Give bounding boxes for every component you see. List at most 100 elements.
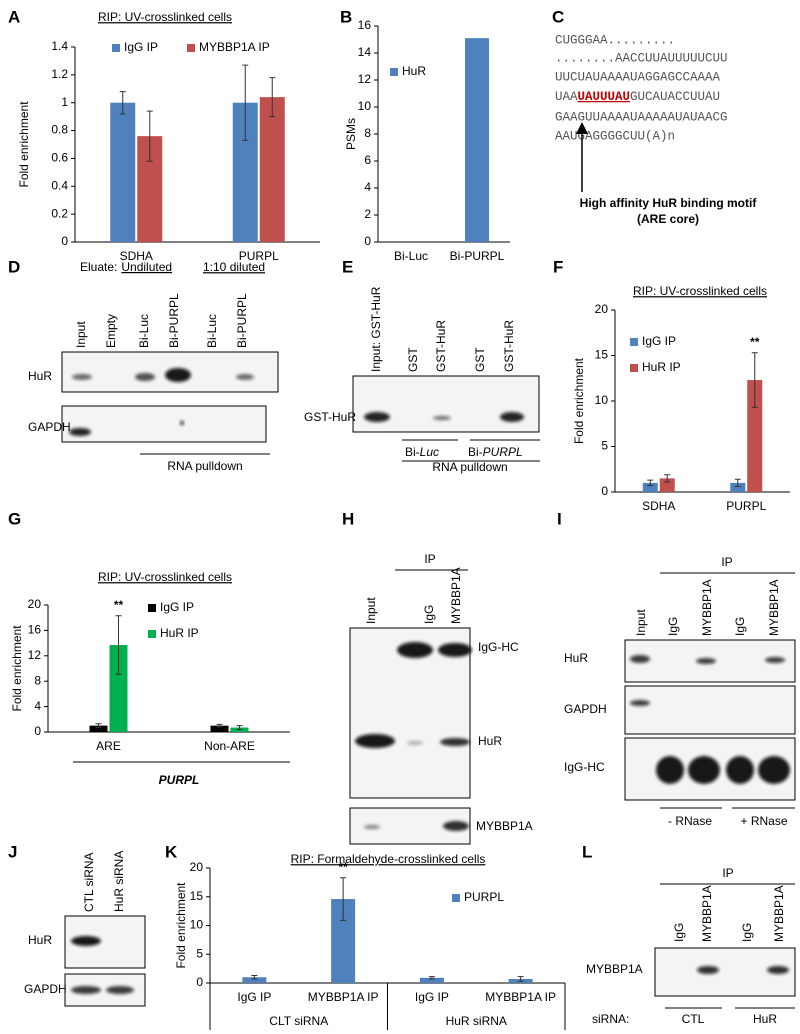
bar xyxy=(659,478,675,492)
legend-swatch xyxy=(148,604,156,612)
lane-label: CTL siRNA xyxy=(82,852,96,912)
error-bar xyxy=(734,478,741,488)
bar xyxy=(730,482,746,492)
footer: RNA pulldown xyxy=(432,460,507,474)
bait-prefix: Bi- xyxy=(405,445,420,459)
x-tick-label: IgG IP xyxy=(237,990,271,1004)
y-tick-label: 5 xyxy=(196,946,203,960)
band xyxy=(165,368,191,382)
y-tick-label: 0.6 xyxy=(51,151,68,165)
band xyxy=(630,700,650,706)
legend-label: HuR xyxy=(402,64,426,78)
lane-label: Bi-PURPL xyxy=(167,293,181,348)
y-tick-label: 20 xyxy=(190,860,204,874)
lane-label: Bi-Luc xyxy=(137,314,151,348)
y-axis-label: Fold enrichment xyxy=(572,357,586,444)
y-tick-label: 1 xyxy=(61,95,68,109)
panel-letter: F xyxy=(553,257,563,276)
condition-label: + RNase xyxy=(740,814,787,828)
band xyxy=(765,657,785,663)
legend-label: PURPL xyxy=(464,890,504,904)
sequence-part: GUCAUACCUUAU xyxy=(630,90,720,104)
y-tick-label: 15 xyxy=(595,348,609,362)
panel-letter: J xyxy=(8,842,17,861)
lane-label: HuR siRNA xyxy=(112,851,126,912)
motif-note: High affinity HuR binding motif xyxy=(580,196,758,210)
legend-swatch xyxy=(452,894,460,902)
ip-label: IP xyxy=(721,555,732,569)
undiluted: Undiluted xyxy=(121,260,172,274)
band xyxy=(758,756,790,784)
error-bar xyxy=(647,479,654,487)
band xyxy=(364,412,390,422)
error-bar xyxy=(242,64,249,141)
lane-label: GST xyxy=(406,347,420,372)
condition-label: - RNase xyxy=(668,814,712,828)
band xyxy=(656,756,684,784)
row-label: MYBBP1A xyxy=(586,962,643,976)
row-label: HuR xyxy=(478,734,502,748)
y-tick-label: 4 xyxy=(34,699,41,713)
error-bar xyxy=(664,474,671,483)
band xyxy=(697,966,719,974)
band xyxy=(688,756,720,784)
subtitle: PURPL xyxy=(159,773,200,787)
y-tick-label: 8 xyxy=(34,673,41,687)
sequence-line: ........AACCUUAUUUUUCUU xyxy=(555,51,728,65)
chart-title: RIP: UV-crosslinked cells xyxy=(98,10,232,24)
y-tick-label: 1.2 xyxy=(51,67,68,81)
group-label: CLT siRNA xyxy=(269,1014,328,1028)
band xyxy=(180,421,184,425)
y-tick-label: 5 xyxy=(601,439,608,453)
lane-label: GST-HuR xyxy=(502,320,516,372)
y-tick-label: 14 xyxy=(358,45,372,59)
row-label: IgG-HC xyxy=(564,760,605,774)
band xyxy=(106,986,134,994)
x-tick-label: IgG IP xyxy=(415,990,449,1004)
legend-label: IgG IP xyxy=(642,334,676,348)
x-tick-label: MYBBP1A IP xyxy=(308,990,379,1004)
blot xyxy=(61,405,267,443)
bait-prefix: Bi- xyxy=(468,445,483,459)
lane-label: MYBBP1A xyxy=(700,885,714,942)
bar xyxy=(465,38,489,243)
legend-label: HuR IP xyxy=(642,360,681,374)
x-tick-label: ARE xyxy=(96,739,121,753)
bait-label: Bi-Luc xyxy=(405,445,439,459)
panel-letter: A xyxy=(8,7,20,26)
chart-title: RIP: UV-crosslinked cells xyxy=(98,570,232,584)
y-axis-label: Fold enrichment xyxy=(17,101,31,188)
band xyxy=(72,374,92,380)
y-tick-label: 0 xyxy=(61,234,68,248)
lane-label: Bi-Luc xyxy=(205,314,219,348)
lane-label: Input xyxy=(634,609,648,636)
panel-letter: H xyxy=(342,509,354,528)
legend-swatch xyxy=(390,68,398,76)
legend-swatch xyxy=(148,630,156,638)
error-bar xyxy=(428,976,435,980)
band xyxy=(69,428,91,436)
bar xyxy=(210,725,229,732)
panel-letter: B xyxy=(340,7,352,26)
bar xyxy=(259,97,285,243)
eluate: Eluate: xyxy=(80,260,117,274)
error-bar xyxy=(517,976,524,982)
lane-label: MYBBP1A xyxy=(700,579,714,636)
y-tick-label: 0.4 xyxy=(51,178,68,192)
x-tick-label: PURPL xyxy=(726,499,766,513)
lane-label: IgG xyxy=(422,605,436,624)
lane-label: Input: GST-HuR xyxy=(369,286,383,372)
row-label: HuR xyxy=(28,933,52,947)
lane-label: Input xyxy=(364,597,378,624)
y-axis-label: Fold enrichment xyxy=(174,882,188,969)
row-label: IgG-HC xyxy=(478,640,519,654)
y-tick-label: 0.8 xyxy=(51,123,68,137)
y-tick-label: 10 xyxy=(190,918,204,932)
panel-letter: I xyxy=(557,509,562,528)
significance: ** xyxy=(338,860,348,874)
band xyxy=(438,643,472,657)
group-label: HuR siRNA xyxy=(446,1014,507,1028)
error-bar xyxy=(751,352,758,408)
y-tick-label: 16 xyxy=(358,18,372,32)
row-label: MYBBP1A xyxy=(476,819,533,833)
